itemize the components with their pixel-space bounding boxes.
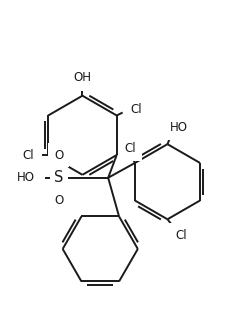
- Text: Cl: Cl: [124, 142, 136, 155]
- Text: OH: OH: [73, 71, 92, 84]
- Text: HO: HO: [17, 171, 35, 184]
- Text: O: O: [54, 194, 63, 207]
- Text: Cl: Cl: [131, 103, 142, 116]
- Text: Cl: Cl: [23, 149, 34, 162]
- Text: S: S: [54, 170, 63, 185]
- Text: O: O: [54, 149, 63, 162]
- Text: Cl: Cl: [175, 229, 187, 242]
- Text: HO: HO: [169, 121, 187, 134]
